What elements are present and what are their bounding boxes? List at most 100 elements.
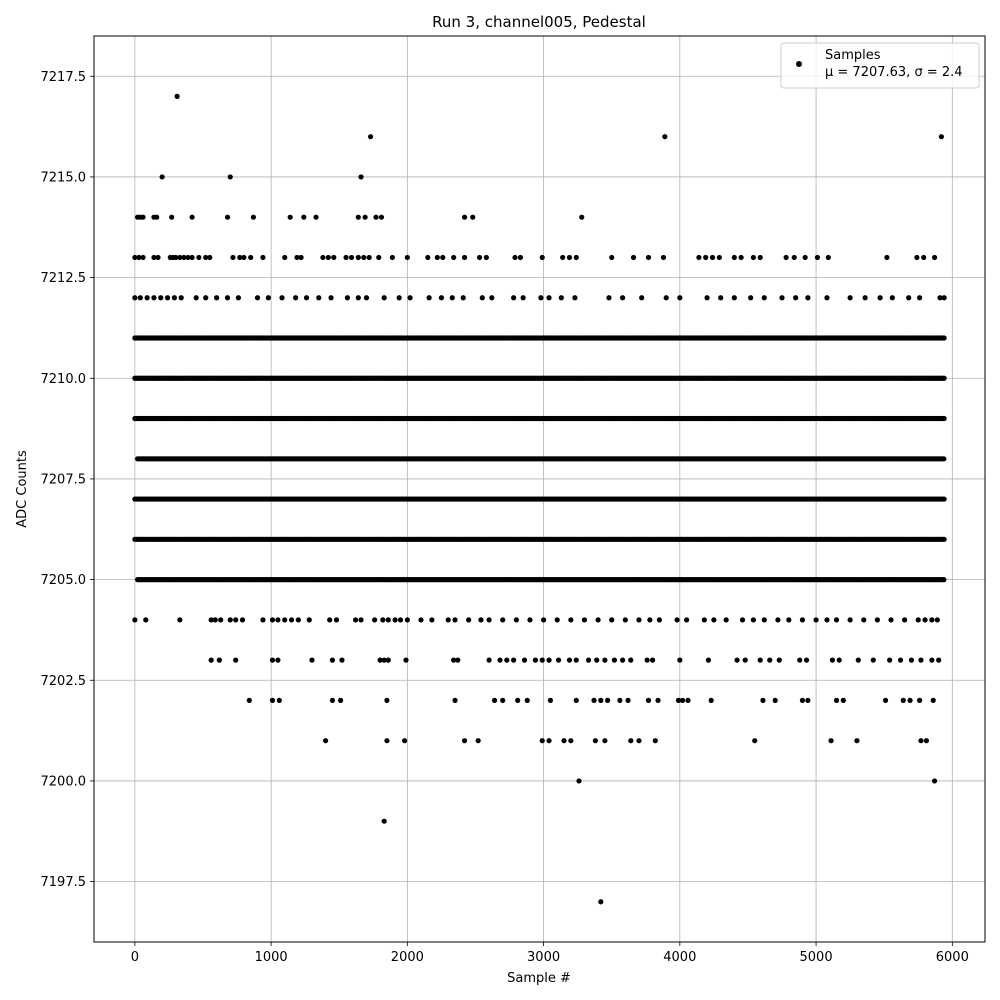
data-point <box>579 214 585 220</box>
data-point <box>708 697 714 704</box>
data-point <box>931 778 938 784</box>
data-points <box>132 93 947 905</box>
data-point <box>451 254 457 261</box>
data-point <box>847 617 853 623</box>
data-point <box>546 657 552 663</box>
data-point <box>337 697 344 704</box>
legend-marker <box>796 61 802 67</box>
data-point <box>320 254 326 261</box>
data-point <box>328 295 334 301</box>
data-point <box>748 295 754 301</box>
data-point <box>772 697 778 704</box>
data-point <box>260 254 266 261</box>
data-point <box>625 697 631 704</box>
data-point <box>224 214 231 220</box>
y-tick-label: 7200.0 <box>41 774 87 789</box>
data-point <box>404 617 410 623</box>
data-point <box>212 617 218 623</box>
data-point <box>540 617 547 623</box>
data-point <box>560 254 566 261</box>
data-point <box>331 254 337 261</box>
data-point <box>606 295 612 301</box>
data-point <box>316 295 322 301</box>
data-point <box>476 254 483 261</box>
data-point <box>709 254 716 261</box>
data-point <box>547 697 554 704</box>
data-point <box>397 617 404 623</box>
data-point <box>799 617 806 623</box>
data-point <box>854 738 860 744</box>
data-point <box>805 295 811 301</box>
data-point <box>555 657 562 663</box>
data-point <box>568 617 574 623</box>
x-tick-label: 0 <box>131 950 139 965</box>
data-point <box>132 617 138 623</box>
data-point <box>602 657 608 663</box>
data-point <box>750 617 756 623</box>
data-point <box>171 295 177 301</box>
data-point <box>325 254 331 261</box>
data-point <box>874 617 880 623</box>
data-point <box>438 295 445 301</box>
data-point <box>384 697 390 704</box>
data-point <box>479 295 485 301</box>
data-point <box>639 295 645 301</box>
data-point <box>343 254 349 261</box>
data-point <box>452 697 458 704</box>
data-point <box>276 697 282 704</box>
data-point <box>581 617 588 623</box>
data-point <box>385 657 391 663</box>
x-tick-label: 3000 <box>527 950 560 965</box>
data-point <box>941 496 947 502</box>
data-point <box>407 295 413 301</box>
data-point <box>173 254 179 261</box>
data-point <box>539 254 545 261</box>
data-point <box>731 295 737 301</box>
data-point <box>617 697 623 704</box>
data-point <box>677 295 683 301</box>
data-point <box>592 738 598 744</box>
data-point <box>392 617 398 623</box>
data-point <box>620 657 626 663</box>
data-point <box>227 174 233 180</box>
data-point <box>799 697 806 704</box>
data-point <box>824 295 830 301</box>
data-point <box>761 295 767 301</box>
data-point <box>757 254 763 261</box>
data-point <box>189 254 195 261</box>
data-point <box>185 254 191 261</box>
legend-box <box>780 42 980 89</box>
data-point <box>512 254 518 261</box>
data-point <box>181 254 187 261</box>
data-point <box>306 617 312 623</box>
data-point <box>887 657 893 663</box>
data-point <box>602 738 608 744</box>
data-point <box>870 657 876 663</box>
data-point <box>923 738 930 744</box>
data-point <box>674 617 680 623</box>
y-tick-label: 7212.5 <box>41 271 87 286</box>
data-point <box>520 295 526 301</box>
data-point <box>178 295 184 301</box>
data-point <box>301 214 307 220</box>
data-point <box>154 214 160 220</box>
data-point <box>660 254 667 261</box>
data-point <box>452 617 458 623</box>
data-point <box>888 617 894 623</box>
data-point <box>230 254 236 261</box>
data-point <box>941 577 947 583</box>
data-point <box>461 214 468 220</box>
data-point <box>389 254 395 261</box>
data-point <box>355 214 361 220</box>
data-point <box>279 295 285 301</box>
data-point <box>906 295 912 301</box>
data-point <box>269 697 276 704</box>
data-point <box>546 295 552 301</box>
data-point <box>373 214 379 220</box>
data-point <box>303 295 310 301</box>
data-point <box>235 295 242 301</box>
data-point <box>159 174 165 180</box>
data-point <box>329 697 336 704</box>
x-axis-label: Sample # <box>507 971 571 986</box>
data-point <box>572 295 578 301</box>
